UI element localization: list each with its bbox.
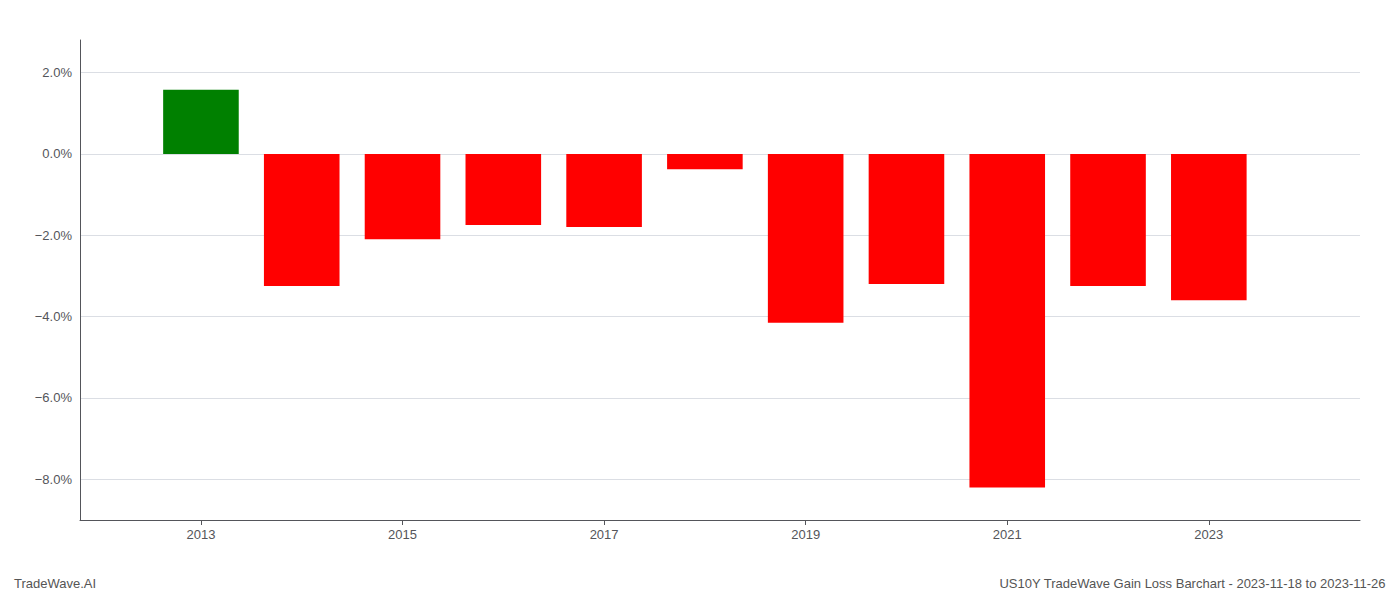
svg-text:TradeWave.AI: TradeWave.AI bbox=[14, 576, 96, 591]
svg-text:−4.0%: −4.0% bbox=[35, 309, 73, 324]
svg-text:2021: 2021 bbox=[993, 527, 1022, 542]
svg-text:US10Y TradeWave Gain Loss Barc: US10Y TradeWave Gain Loss Barchart - 202… bbox=[999, 576, 1385, 591]
svg-text:2015: 2015 bbox=[388, 527, 417, 542]
svg-text:2023: 2023 bbox=[1194, 527, 1223, 542]
svg-text:2017: 2017 bbox=[590, 527, 619, 542]
svg-text:2019: 2019 bbox=[791, 527, 820, 542]
svg-text:2.0%: 2.0% bbox=[42, 65, 72, 80]
svg-text:2013: 2013 bbox=[186, 527, 215, 542]
svg-text:−8.0%: −8.0% bbox=[35, 472, 73, 487]
svg-text:−6.0%: −6.0% bbox=[35, 390, 73, 405]
svg-text:0.0%: 0.0% bbox=[42, 146, 72, 161]
svg-text:−2.0%: −2.0% bbox=[35, 228, 73, 243]
